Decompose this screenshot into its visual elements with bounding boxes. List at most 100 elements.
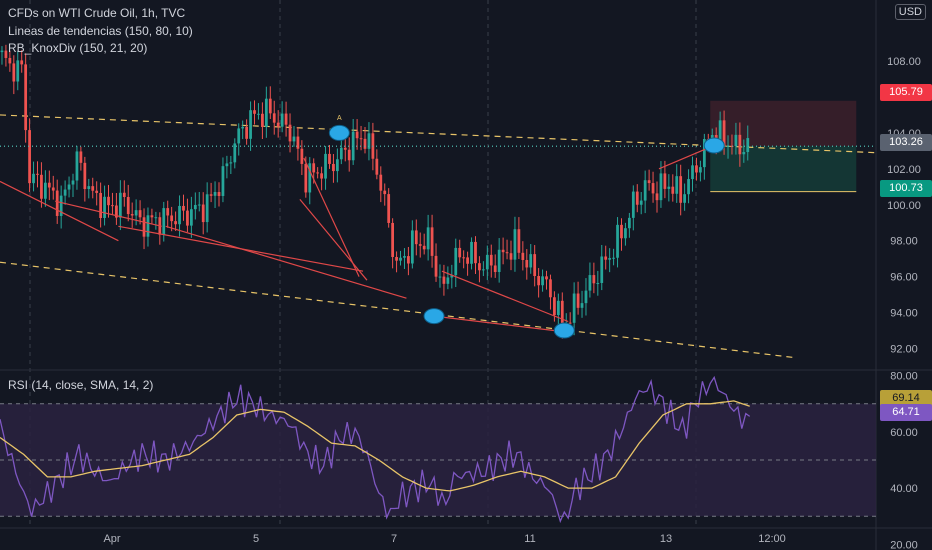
candle-body bbox=[225, 163, 229, 167]
time-tick-label: 12:00 bbox=[758, 533, 786, 545]
candle-body bbox=[734, 134, 738, 147]
candle-body bbox=[521, 252, 525, 260]
candle-body bbox=[505, 252, 509, 254]
candle-body bbox=[249, 110, 252, 139]
candle-body bbox=[63, 189, 67, 196]
candle-body bbox=[245, 126, 249, 139]
candle-body bbox=[722, 120, 726, 147]
divergence-line bbox=[0, 180, 119, 242]
candle-body bbox=[635, 191, 639, 205]
candle-body bbox=[363, 138, 367, 149]
candle-body bbox=[24, 64, 28, 131]
candle-body bbox=[229, 162, 233, 164]
candle-body bbox=[481, 269, 485, 271]
candle-body bbox=[659, 173, 663, 201]
candle-body bbox=[596, 282, 600, 284]
candle-body bbox=[545, 276, 548, 280]
candle-body bbox=[12, 63, 16, 82]
divergence-marker bbox=[328, 124, 350, 141]
candle-body bbox=[142, 217, 146, 237]
candle-body bbox=[201, 204, 205, 223]
candle-body bbox=[217, 192, 221, 196]
candle-body bbox=[375, 158, 379, 175]
time-tick-label: 13 bbox=[660, 533, 672, 545]
candle-body bbox=[257, 113, 260, 115]
candle-body bbox=[695, 165, 698, 173]
candle-body bbox=[343, 147, 347, 150]
candle-body bbox=[43, 182, 47, 199]
candle-body bbox=[604, 256, 608, 260]
time-tick-label: 7 bbox=[391, 533, 397, 545]
candle-body bbox=[316, 172, 320, 174]
indicator-legend-trendlines[interactable]: Lineas de tendencias (150, 80, 10) bbox=[8, 24, 193, 38]
candle-body bbox=[272, 113, 276, 123]
current-price-tag: 103.26 bbox=[880, 134, 932, 151]
candle-body bbox=[32, 173, 35, 184]
rsi-legend[interactable]: RSI (14, close, SMA, 14, 2) bbox=[8, 378, 154, 392]
candle-body bbox=[422, 245, 426, 250]
candle-body bbox=[434, 255, 438, 277]
candle-body bbox=[616, 224, 619, 258]
price-tick-label: 92.00 bbox=[890, 343, 918, 355]
candle-body bbox=[560, 300, 564, 327]
indicator-legend-knoxdiv[interactable]: RB_KnoxDiv (150, 21, 20) bbox=[8, 41, 148, 55]
candle-body bbox=[122, 192, 126, 197]
candle-body bbox=[178, 205, 181, 225]
candle-body bbox=[150, 215, 154, 218]
candle-body bbox=[446, 277, 450, 284]
candle-body bbox=[517, 229, 521, 253]
candle-body bbox=[51, 187, 55, 191]
candle-body bbox=[541, 276, 544, 286]
symbol-legend[interactable]: CFDs on WTI Crude Oil, 1h, TVC bbox=[8, 6, 186, 20]
time-tick-label: Apr bbox=[103, 533, 120, 545]
candle-body bbox=[525, 259, 529, 268]
candle-body bbox=[391, 222, 395, 257]
candle-body bbox=[513, 229, 517, 260]
candle-body bbox=[83, 162, 87, 190]
candle-body bbox=[438, 276, 442, 278]
candle-body bbox=[276, 122, 280, 127]
rsi-tick-label: 80.00 bbox=[890, 371, 918, 383]
candle-body bbox=[647, 180, 651, 184]
candle-body bbox=[126, 196, 130, 215]
candle-body bbox=[553, 297, 556, 316]
candle-body bbox=[738, 134, 742, 155]
time-tick-label: 5 bbox=[253, 533, 259, 545]
candle-body bbox=[36, 173, 39, 175]
candle-body bbox=[383, 190, 387, 195]
candle-body bbox=[663, 173, 667, 189]
candle-body bbox=[430, 227, 434, 256]
candle-body bbox=[189, 209, 193, 226]
divergence-line bbox=[299, 198, 368, 281]
candle-body bbox=[730, 145, 734, 147]
candle-body bbox=[134, 210, 138, 216]
candle-body bbox=[651, 183, 655, 194]
pattern-label: A bbox=[337, 115, 342, 122]
candle-body bbox=[568, 322, 572, 324]
candle-body bbox=[509, 253, 513, 260]
candle-body bbox=[186, 210, 189, 226]
candle-body bbox=[79, 151, 83, 163]
candle-body bbox=[115, 205, 118, 218]
candle-body bbox=[493, 265, 497, 272]
currency-label[interactable]: USD bbox=[894, 4, 926, 20]
candle-body bbox=[241, 126, 245, 129]
candle-body bbox=[288, 124, 292, 142]
candle-body bbox=[699, 167, 702, 173]
candle-body bbox=[28, 130, 31, 184]
candle-body bbox=[395, 256, 398, 261]
candle-body bbox=[450, 275, 454, 278]
divergence-line bbox=[303, 157, 360, 277]
candle-body bbox=[426, 227, 430, 250]
candle-body bbox=[268, 98, 272, 114]
candle-body bbox=[608, 258, 612, 260]
rsi-ma-value-tag: 69.14 bbox=[880, 390, 932, 407]
candle-body bbox=[87, 186, 91, 190]
candle-body bbox=[59, 195, 63, 216]
candle-body bbox=[612, 257, 615, 259]
candle-body bbox=[631, 191, 635, 218]
candle-body bbox=[99, 192, 103, 219]
candle-body bbox=[182, 205, 185, 211]
candle-body bbox=[687, 179, 690, 195]
